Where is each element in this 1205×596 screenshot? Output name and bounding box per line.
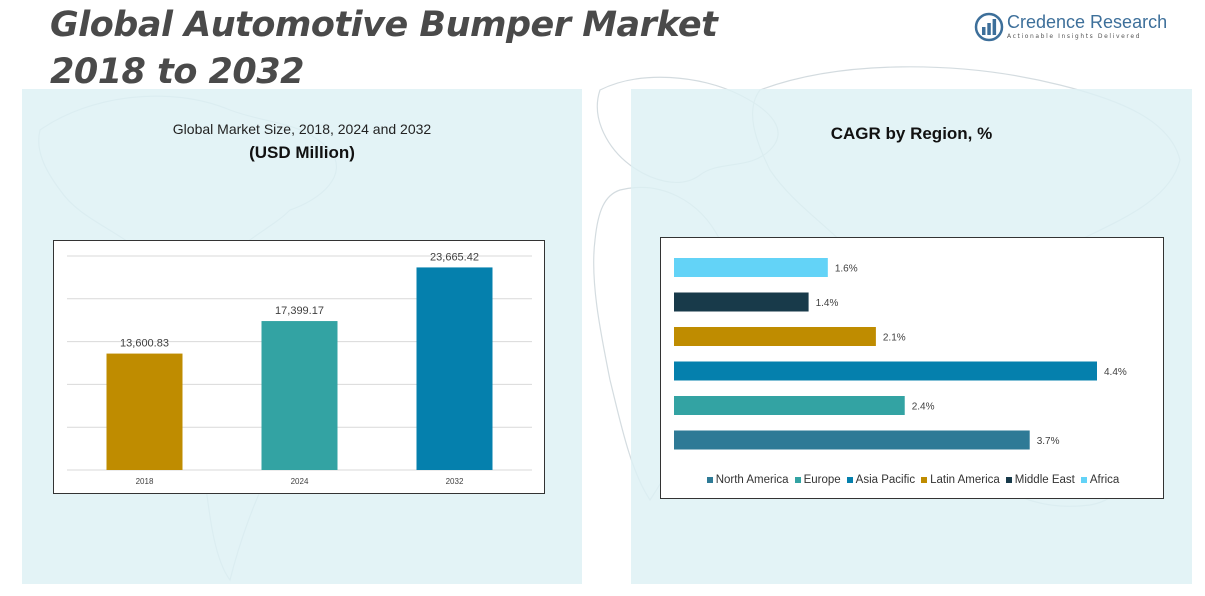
legend-item: Asia Pacific (846, 474, 916, 486)
logo-name: Credence Research (1007, 12, 1168, 32)
bar-value-label: 13,600.83 (120, 338, 169, 350)
bar-africa (674, 258, 828, 277)
bar-value-label: 2.4% (912, 402, 935, 413)
bar-value-label: 1.6% (835, 264, 858, 275)
x-tick-label: 2024 (291, 477, 309, 486)
legend-swatch (1080, 476, 1087, 483)
legend-item: Middle East (1005, 474, 1075, 486)
legend-label: Europe (803, 474, 841, 486)
logo-tagline: Actionable Insights Delivered (1007, 33, 1142, 40)
page-title: Global Automotive Bumper Market 2018 to … (50, 2, 750, 96)
bar-2018 (106, 353, 183, 470)
legend-swatch (1005, 476, 1012, 483)
bar-europe (674, 396, 905, 415)
cagr-chart-plot: 1.6% 1.4% 2.1% 4.4% 2.4% 3.7% (674, 258, 1127, 450)
x-tick-label: 2032 (446, 477, 464, 486)
bar-north-america (674, 430, 1030, 450)
page-title-line-1: Global Automotive Bumper Market (50, 5, 718, 45)
bar-2032 (416, 267, 493, 470)
bar-chart-logo-icon (974, 12, 1004, 42)
bar-value-label: 4.4% (1104, 367, 1127, 378)
legend-item: Africa (1080, 474, 1120, 486)
credence-research-logo: Credence Research Actionable Insights De… (974, 12, 1174, 44)
bar-2024 (261, 321, 338, 470)
legend-swatch (846, 476, 853, 483)
legend-label: North America (715, 474, 789, 486)
legend-label: Africa (1089, 474, 1120, 486)
bar-middle-east (674, 292, 809, 312)
legend-item: North America (706, 474, 789, 486)
cagr-chart-title: CAGR by Region, % (830, 124, 993, 143)
page-title-line-2: 2018 to 2032 (50, 52, 304, 92)
cagr-chart-legend: North America Europe Asia Pacific Latin Ame… (661, 474, 1165, 486)
cagr-chart: 1.6% 1.4% 2.1% 4.4% 2.4% 3.7% North America Eu… (660, 237, 1164, 499)
legend-label: Asia Pacific (855, 474, 916, 486)
market-size-chart-plot: 13,600.83 2018 17,399.17 2024 23,665.42 2032 (67, 251, 532, 486)
bar-asia-pacific (674, 361, 1097, 381)
legend-item: Europe (794, 474, 841, 486)
bar-value-label: 23,665.42 (430, 251, 479, 263)
legend-label: Middle East (1014, 474, 1075, 486)
market-size-chart: 13,600.83 2018 17,399.17 2024 23,665.42 2032 (53, 240, 545, 494)
legend-label: Latin America (930, 474, 1000, 486)
market-size-chart-title: Global Market Size, 2018, 2024 and 2032 (172, 121, 432, 137)
bar-value-label: 1.4% (816, 298, 839, 309)
legend-item: Latin America (921, 474, 1000, 486)
x-tick-label: 2018 (136, 477, 154, 486)
bar-value-label: 2.1% (883, 333, 906, 344)
legend-swatch (706, 476, 713, 483)
bar-value-label: 3.7% (1037, 436, 1060, 447)
legend-swatch (794, 476, 801, 483)
market-size-chart-subtitle: (USD Million) (249, 143, 355, 162)
bar-value-label: 17,399.17 (275, 305, 324, 317)
bar-latin-america (674, 327, 876, 346)
legend-swatch (921, 476, 928, 483)
